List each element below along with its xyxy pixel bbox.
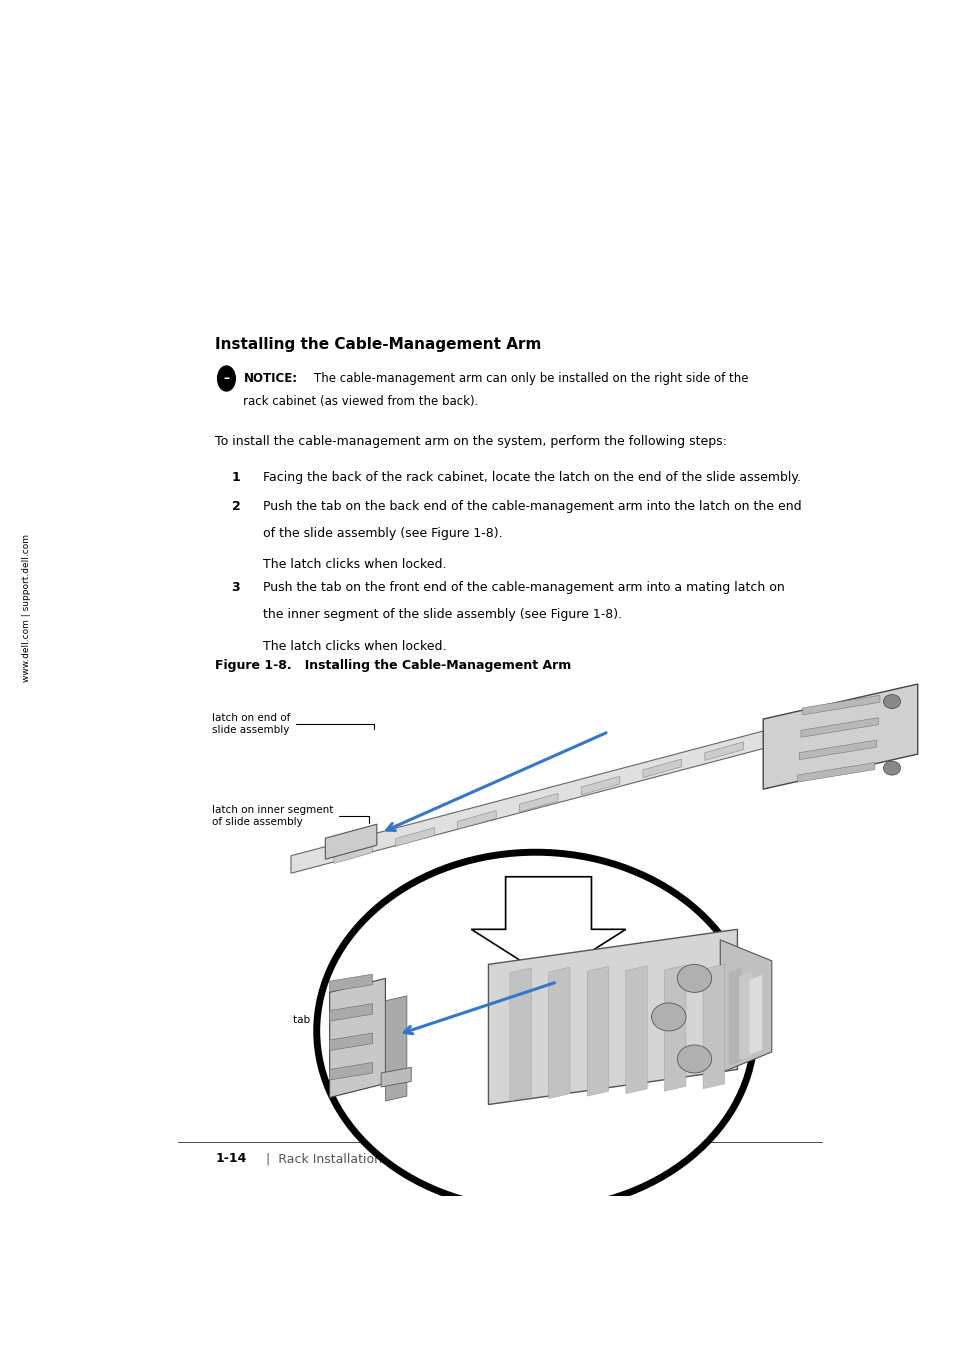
Text: cable-management arm: cable-management arm	[535, 1040, 662, 1063]
Text: tab on front end: tab on front end	[293, 1015, 411, 1025]
Polygon shape	[827, 708, 866, 725]
Polygon shape	[509, 967, 531, 1101]
Polygon shape	[739, 971, 751, 1061]
Circle shape	[651, 1002, 685, 1031]
Text: latch on inner segment
of slide assembly: latch on inner segment of slide assembly	[212, 805, 369, 827]
Polygon shape	[395, 828, 434, 846]
Polygon shape	[330, 974, 373, 992]
Circle shape	[882, 761, 900, 775]
Text: rack cabinet (as viewed from the back).: rack cabinet (as viewed from the back).	[243, 394, 478, 408]
Polygon shape	[642, 759, 680, 778]
Text: tab on back end: tab on back end	[381, 1052, 490, 1063]
Polygon shape	[457, 811, 496, 830]
Polygon shape	[704, 742, 742, 761]
Polygon shape	[580, 777, 619, 794]
Text: the inner segment of the slide assembly (see Figure 1-8).: the inner segment of the slide assembly …	[263, 608, 622, 621]
Polygon shape	[720, 940, 771, 1073]
Polygon shape	[702, 965, 724, 1089]
Polygon shape	[663, 965, 685, 1092]
Polygon shape	[381, 1067, 411, 1088]
Text: Figure 1-8.   Installing the Cable-Management Arm: Figure 1-8. Installing the Cable-Managem…	[215, 659, 571, 673]
Polygon shape	[548, 967, 570, 1098]
Polygon shape	[291, 701, 874, 873]
Polygon shape	[625, 966, 646, 1094]
Polygon shape	[766, 724, 804, 743]
Polygon shape	[330, 1004, 373, 1021]
Text: NOTICE:: NOTICE:	[243, 373, 297, 385]
Polygon shape	[801, 717, 878, 738]
Circle shape	[217, 366, 235, 390]
Text: |  Rack Installation Guide: | Rack Installation Guide	[265, 1152, 422, 1166]
Text: 1: 1	[232, 471, 240, 484]
Polygon shape	[488, 929, 737, 1105]
Polygon shape	[728, 967, 741, 1066]
Text: The latch clicks when locked.: The latch clicks when locked.	[263, 558, 446, 571]
Polygon shape	[325, 824, 376, 859]
Circle shape	[316, 852, 754, 1209]
Polygon shape	[587, 966, 608, 1096]
Polygon shape	[330, 978, 385, 1097]
Text: Push the tab on the back end of the cable-management arm into the latch on the e: Push the tab on the back end of the cabl…	[263, 500, 801, 513]
Text: 3: 3	[232, 581, 240, 594]
Text: www.dell.com | support.dell.com: www.dell.com | support.dell.com	[22, 534, 31, 682]
Text: of the slide assembly (see Figure 1-8).: of the slide assembly (see Figure 1-8).	[263, 527, 502, 540]
Text: 2: 2	[232, 500, 240, 513]
Circle shape	[677, 1044, 711, 1073]
Circle shape	[677, 965, 711, 993]
Polygon shape	[518, 793, 558, 812]
Text: Push the tab on the front end of the cable-management arm into a mating latch on: Push the tab on the front end of the cab…	[263, 581, 784, 594]
Polygon shape	[334, 844, 373, 863]
Text: –: –	[223, 372, 230, 385]
Text: The latch clicks when locked.: The latch clicks when locked.	[263, 639, 446, 653]
Text: Facing the back of the rack cabinet, locate the latch on the end of the slide as: Facing the back of the rack cabinet, loc…	[263, 471, 801, 484]
Text: Installing the Cable-Management Arm: Installing the Cable-Management Arm	[215, 336, 541, 351]
Polygon shape	[762, 684, 917, 789]
Polygon shape	[330, 1034, 373, 1051]
Circle shape	[882, 694, 900, 708]
Polygon shape	[801, 696, 879, 715]
Text: latch on end of
slide assembly: latch on end of slide assembly	[212, 713, 374, 735]
Polygon shape	[385, 996, 406, 1101]
Polygon shape	[330, 1062, 373, 1079]
Text: The cable-management arm can only be installed on the right side of the: The cable-management arm can only be ins…	[314, 373, 748, 385]
Polygon shape	[749, 975, 761, 1055]
Polygon shape	[471, 877, 625, 978]
Polygon shape	[799, 740, 876, 759]
Text: 1-14: 1-14	[215, 1152, 247, 1166]
Text: To install the cable-management arm on the system, perform the following steps:: To install the cable-management arm on t…	[215, 435, 726, 447]
Polygon shape	[797, 762, 874, 782]
